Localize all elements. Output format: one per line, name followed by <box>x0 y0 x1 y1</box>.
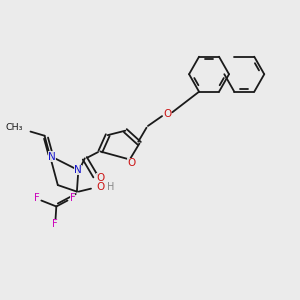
Text: F: F <box>34 193 40 202</box>
Text: O: O <box>163 109 171 119</box>
Text: CH₃: CH₃ <box>5 123 22 132</box>
Text: F: F <box>52 219 58 229</box>
Text: O: O <box>97 172 105 183</box>
Text: H: H <box>107 182 114 192</box>
Text: O: O <box>127 158 135 168</box>
Text: N: N <box>74 165 82 175</box>
Text: N: N <box>48 152 56 161</box>
Text: F: F <box>70 193 75 202</box>
Text: O: O <box>97 182 105 192</box>
